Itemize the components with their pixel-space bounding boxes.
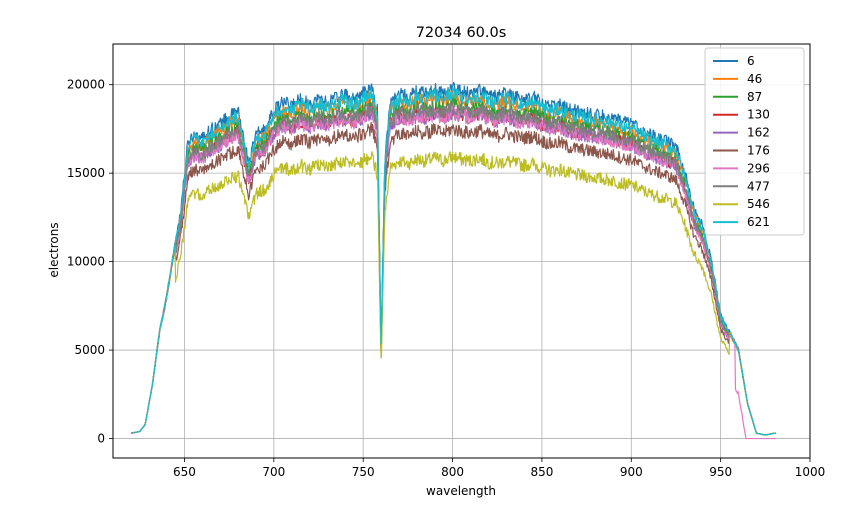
y-tick-label: 0	[97, 432, 105, 446]
x-tick-label: 700	[262, 465, 285, 479]
legend-box	[704, 47, 805, 236]
y-tick-label: 5000	[74, 343, 105, 357]
legend-label-546: 546	[747, 197, 770, 211]
legend-label-46: 46	[747, 72, 762, 86]
legend-label-130: 130	[747, 108, 770, 122]
y-axis-ticks: 0 5000 10000 15000 20000	[67, 78, 113, 446]
series-line-477	[132, 100, 776, 436]
x-axis-label: wavelength	[426, 484, 496, 498]
series-lines	[130, 81, 777, 440]
series-line-6	[130, 81, 776, 436]
x-tick-label: 950	[709, 465, 732, 479]
y-axis-label: electrons	[47, 222, 61, 277]
x-tick-label: 850	[530, 465, 553, 479]
y-tick-label: 20000	[67, 78, 105, 92]
y-tick-label: 15000	[67, 166, 105, 180]
legend-label-176: 176	[747, 144, 770, 158]
legend-label-162: 162	[747, 126, 770, 140]
x-axis-ticks: 650 700 750 800 850 900 950 1000	[173, 458, 825, 479]
y-tick-label: 10000	[67, 255, 105, 269]
x-tick-label: 650	[173, 465, 196, 479]
series-line-546	[132, 151, 776, 436]
series-line-87	[131, 96, 776, 436]
x-tick-label: 900	[620, 465, 643, 479]
x-tick-label: 750	[352, 465, 375, 479]
x-tick-label: 1000	[795, 465, 826, 479]
plot-frame	[112, 43, 811, 459]
legend-label-296: 296	[747, 161, 770, 175]
chart-title: 72034 60.0s	[416, 25, 507, 41]
legend-label-621: 621	[747, 215, 770, 229]
x-tick-label: 800	[441, 465, 464, 479]
legend-label-477: 477	[747, 179, 770, 193]
grid-lines	[113, 44, 811, 458]
series-line-621	[133, 86, 776, 436]
legend: 6 46 87 130 162 176 296 477 546 621	[704, 47, 805, 236]
legend-label-87: 87	[747, 90, 762, 104]
series-line-176	[131, 121, 777, 436]
legend-label-6: 6	[747, 54, 755, 68]
